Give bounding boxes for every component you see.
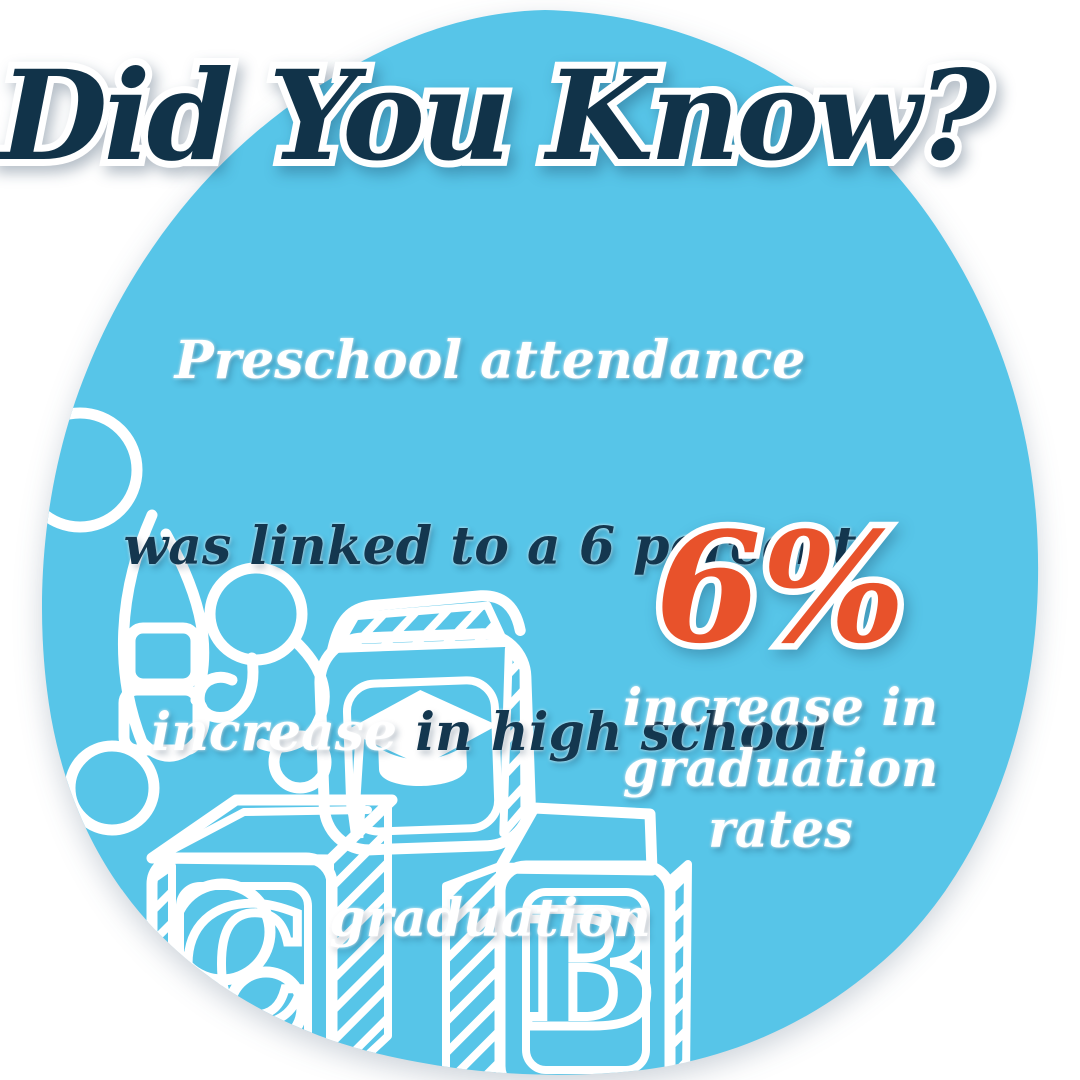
subtitle-line-1: Preschool attendance bbox=[174, 330, 806, 391]
stat-label-line-1: increase in bbox=[622, 678, 939, 738]
letter-b-block: B bbox=[442, 802, 692, 1075]
subtitle-line-2: was linked to a 6 percent bbox=[123, 516, 857, 577]
stat-label: increase in graduation rates bbox=[583, 678, 978, 861]
graduation-cap-icon bbox=[345, 689, 498, 839]
stat-callout: 6% 6% increase in graduation rates bbox=[583, 498, 978, 861]
stat-value: 6% 6% bbox=[583, 498, 978, 677]
subtitle: Preschool attendance was linked to a 6 p… bbox=[0, 206, 980, 1074]
children-blocks-illustration: C B bbox=[41, 407, 692, 1075]
stat-label-line-2: graduation bbox=[622, 739, 939, 799]
block-letter-b: B bbox=[520, 876, 655, 1064]
stat-value-text: 6% bbox=[655, 498, 906, 677]
child-left-head bbox=[41, 407, 143, 533]
child-left-knee bbox=[64, 740, 160, 836]
subtitle-line-3: increase in high school bbox=[0, 702, 980, 764]
subtitle-line-4: graduation bbox=[329, 888, 651, 949]
subtitle-line-3-highlight: increase bbox=[151, 702, 398, 763]
cap-block-inner-frame bbox=[342, 676, 503, 836]
page-title-outline: Did You Know? bbox=[0, 38, 997, 194]
graduation-cap-block bbox=[314, 590, 536, 856]
page-title: Did You Know? bbox=[0, 44, 990, 189]
subtitle-line-3-rest: in high school bbox=[397, 702, 829, 763]
small-blocks-stack bbox=[118, 622, 204, 756]
stat-label-line-3: rates bbox=[708, 800, 853, 860]
stat-value-outline: 6% bbox=[649, 498, 912, 677]
title: Did You Know? Did You Know? bbox=[0, 38, 997, 216]
